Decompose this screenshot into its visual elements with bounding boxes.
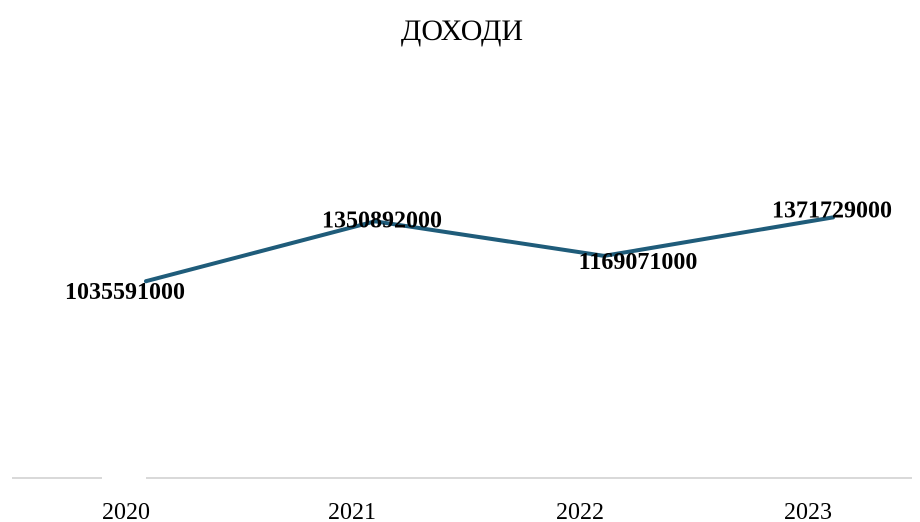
series-layer (144, 215, 835, 284)
chart-title: ДОХОДИ (401, 14, 523, 47)
x-tick-label-2021: 2021 (328, 499, 376, 522)
x-tick-label-2022: 2022 (556, 499, 604, 522)
x-tick-label-2023: 2023 (784, 499, 832, 522)
data-labels: 1035591000 1350892000 1169071000 1371729000 (65, 197, 892, 305)
x-tick-label-2020: 2020 (102, 499, 150, 522)
data-label-2020: 1035591000 (65, 279, 185, 305)
x-tick-labels: 2020 2021 2022 2023 (102, 499, 832, 522)
series-line (145, 215, 834, 284)
data-point-2022 (602, 253, 606, 258)
data-label-2022: 1169071000 (579, 249, 698, 275)
data-point-2020 (144, 279, 148, 284)
data-point-2023 (831, 215, 835, 220)
data-point-2021 (373, 219, 377, 224)
data-label-2023: 1371729000 (772, 197, 892, 223)
data-label-2021: 1350892000 (322, 207, 442, 233)
